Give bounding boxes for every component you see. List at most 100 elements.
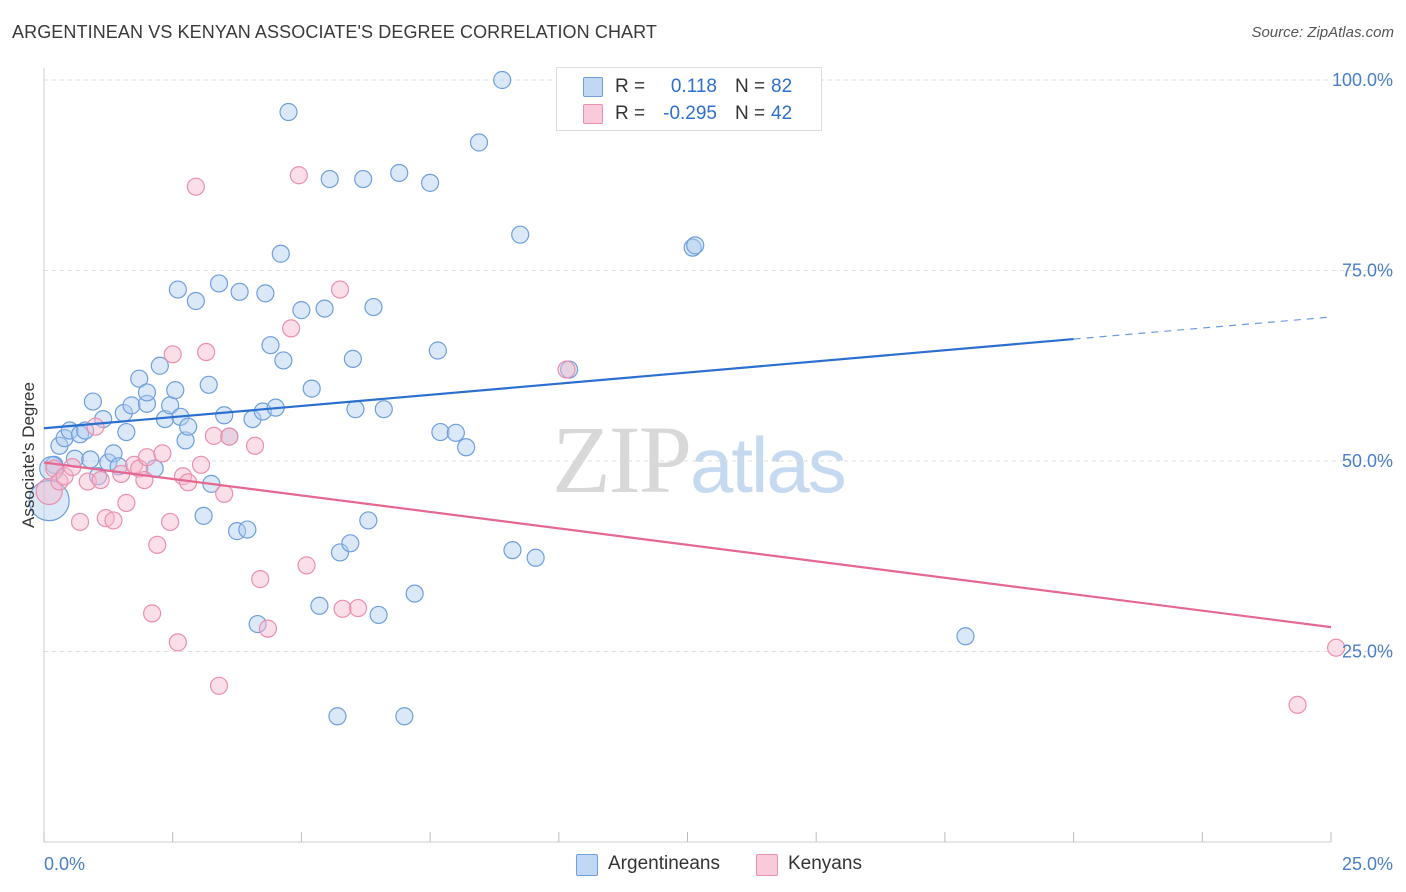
legend-r-value: -0.295	[663, 103, 717, 124]
bottom-legend-label: Kenyans	[788, 853, 862, 874]
point-argentineans	[81, 450, 100, 469]
point-argentineans	[176, 431, 195, 450]
point-argentineans	[122, 396, 141, 415]
point-kenyans	[245, 436, 265, 455]
y-tick-label: 25.0%	[1342, 642, 1393, 662]
point-argentineans	[374, 400, 393, 419]
point-argentineans	[686, 236, 705, 255]
series-kenyans	[35, 166, 1346, 714]
point-argentineans	[346, 400, 365, 419]
y-tick-label: 50.0%	[1342, 451, 1393, 471]
point-argentineans	[526, 548, 545, 567]
point-kenyans	[143, 604, 162, 623]
point-argentineans	[503, 541, 522, 560]
point-kenyans	[258, 619, 278, 638]
point-argentineans	[166, 381, 185, 400]
point-argentineans	[369, 605, 388, 625]
legend-n-label: N =	[735, 103, 766, 124]
point-argentineans	[215, 406, 234, 425]
point-kenyans	[186, 177, 205, 196]
point-argentineans	[683, 238, 702, 257]
point-argentineans	[150, 356, 169, 375]
legend-n-value: 82	[771, 76, 793, 97]
point-kenyans	[153, 444, 172, 463]
legend-swatch-blue	[583, 77, 603, 97]
bottom-legend-swatch-blue	[576, 854, 598, 876]
point-argentineans	[364, 297, 383, 317]
legend-swatch-pink	[583, 104, 603, 124]
point-argentineans	[256, 284, 275, 303]
point-argentineans	[431, 422, 450, 442]
point-argentineans	[956, 627, 975, 646]
point-argentineans	[230, 282, 249, 301]
point-kenyans	[161, 512, 180, 532]
point-argentineans	[137, 383, 157, 402]
point-kenyans	[104, 511, 123, 530]
legend-r-label: R =	[615, 103, 646, 124]
point-argentineans	[194, 506, 213, 525]
point-argentineans	[328, 707, 347, 726]
point-kenyans	[204, 426, 223, 445]
point-argentineans	[302, 379, 321, 398]
point-argentineans	[354, 169, 373, 189]
point-kenyans	[117, 493, 136, 513]
legend-n-label: N =	[735, 76, 766, 97]
point-argentineans	[421, 173, 440, 192]
point-kenyans	[1288, 695, 1307, 714]
watermark: ZIPatlas	[552, 404, 847, 515]
point-kenyans	[35, 477, 63, 506]
point-argentineans	[83, 392, 103, 411]
point-argentineans	[179, 417, 198, 436]
point-argentineans	[428, 341, 447, 360]
point-argentineans	[343, 349, 362, 368]
x-tick-label: 25.0%	[1342, 854, 1393, 874]
trend-line-argentineans	[43, 337, 1074, 430]
bottom-legend: Argentineans Kenyans	[0, 852, 1406, 878]
legend-r-label: R =	[615, 76, 646, 97]
y-axis-label: Associate's Degree	[19, 382, 38, 528]
point-kenyans	[297, 556, 316, 575]
point-kenyans	[251, 570, 270, 589]
point-argentineans	[315, 299, 334, 318]
legend-row-kenyans: R = -0.295 N = 42	[557, 101, 821, 127]
watermark-atlas: atlas	[690, 421, 847, 509]
point-kenyans	[148, 535, 167, 554]
grid-lines	[44, 79, 1392, 652]
chart-title: ARGENTINEAN VS KENYAN ASSOCIATE'S DEGREE…	[12, 22, 658, 42]
point-argentineans	[186, 291, 205, 311]
y-tick-label: 75.0%	[1342, 261, 1393, 281]
point-kenyans	[91, 470, 110, 490]
point-kenyans	[1327, 638, 1346, 657]
point-kenyans	[348, 598, 368, 618]
point-kenyans	[163, 345, 182, 364]
point-argentineans	[390, 163, 409, 183]
point-argentineans	[330, 543, 350, 562]
point-kenyans	[220, 427, 239, 446]
trend-line-kenyans	[43, 461, 1332, 629]
tick-labels: 25.0% 50.0% 75.0% 100.0% 0.0% 25.0%	[44, 70, 1393, 874]
point-argentineans	[209, 274, 229, 293]
point-kenyans	[168, 633, 187, 652]
point-kenyans	[191, 455, 211, 474]
point-argentineans	[511, 225, 530, 244]
trend-line-argentineans-extension	[1073, 316, 1332, 340]
x-tick-label: 0.0%	[44, 854, 85, 874]
legend-row-argentineans: R = 0.118 N = 82	[557, 74, 821, 100]
point-argentineans	[238, 520, 257, 539]
point-argentineans	[493, 70, 512, 90]
point-argentineans	[341, 534, 360, 553]
point-argentineans	[359, 511, 378, 530]
point-kenyans	[557, 360, 576, 379]
point-argentineans	[320, 169, 339, 189]
point-kenyans	[70, 512, 90, 532]
point-kenyans	[330, 280, 350, 299]
point-argentineans	[274, 351, 293, 370]
y-tick-label: 100.0%	[1332, 70, 1393, 90]
point-argentineans	[117, 422, 136, 442]
point-argentineans	[76, 421, 95, 440]
point-kenyans	[50, 472, 69, 491]
point-argentineans	[271, 244, 290, 263]
bottom-legend-swatch-pink	[756, 854, 778, 876]
point-argentineans	[395, 707, 414, 726]
